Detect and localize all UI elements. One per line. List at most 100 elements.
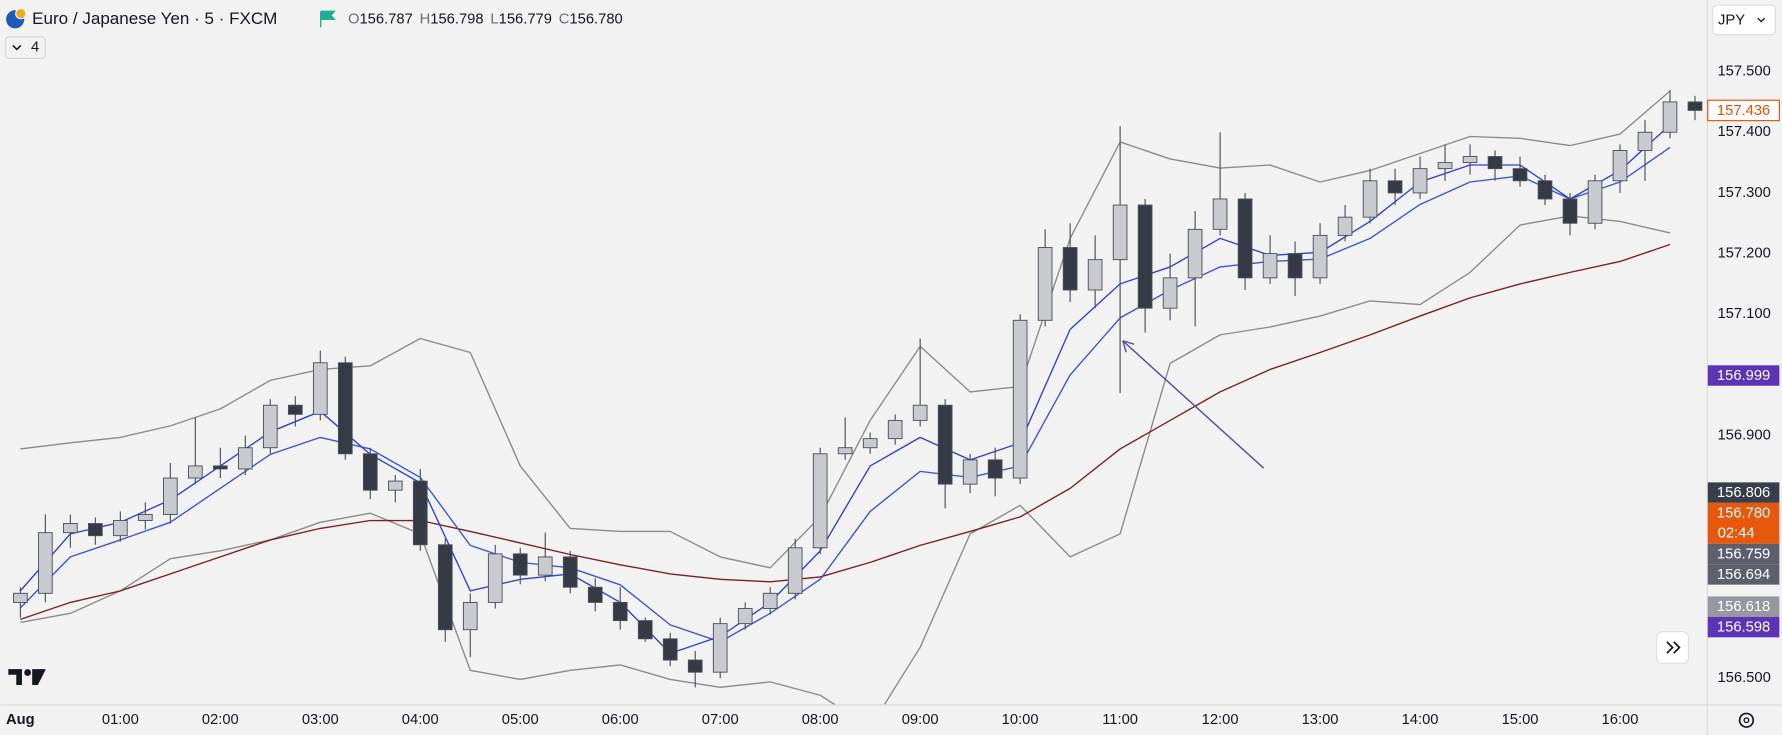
symbol-icon[interactable] [6,7,27,29]
candle-body [937,404,953,485]
candle-body [612,601,628,622]
candle-body [113,520,128,537]
x-tick-label: 08:00 [802,712,839,728]
indicator-toggle[interactable]: 4 [4,36,46,60]
candle-body [737,608,753,625]
candle-body [1512,168,1528,182]
plot-area [13,89,1703,705]
candle-body [88,523,103,537]
legend-key: L [490,11,498,27]
candle-body [1412,168,1428,194]
x-tick-label: 03:00 [302,712,339,728]
candle-body [687,659,703,673]
price-label [1707,99,1780,122]
candle-body [487,553,503,603]
candle-body [1462,156,1478,164]
candle-body [662,638,678,661]
annotation-arrow [1122,340,1265,469]
x-tick-label: 16:00 [1602,712,1639,728]
candle-body [637,620,653,640]
candle-body [1362,180,1378,218]
candle-body [1112,204,1128,261]
indicator-count: 4 [31,40,39,56]
legend-value: 156.787 [359,11,412,27]
x-tick-label: 11:00 [1102,712,1138,728]
x-tick-label: 10:00 [1002,712,1039,728]
price-label-text: 156.806 [1717,485,1770,501]
indicator-line [20,90,1671,569]
y-tick-label: 156.500 [1717,670,1770,686]
x-tick-label: 05:00 [502,712,539,728]
price-label-text: 156.618 [1717,599,1770,615]
candle-body [1337,216,1353,236]
x-tick-label: 07:00 [702,712,739,728]
indicator-line [19,146,1671,643]
y-tick-label: 157.500 [1717,63,1770,79]
x-tick-label: 09:00 [902,712,939,728]
candle-body [1387,180,1403,194]
candle-body [63,523,78,534]
candle-body [712,623,728,673]
legend-key: O [348,11,359,27]
legend-key: C [559,11,570,27]
settings-button[interactable] [1738,712,1755,728]
candle-body [1637,131,1653,151]
candle-body [1537,180,1553,200]
candle-body [237,447,253,470]
candle-body [362,453,378,491]
candle-body [262,404,278,449]
x-tick-label: 15:00 [1502,712,1539,728]
candle-body [1612,149,1628,182]
x-tick-label: 02:00 [202,712,239,728]
currency-select[interactable]: JPY [1712,4,1776,36]
candle-body [537,556,553,576]
candle-body [437,544,453,631]
candle-body [1287,253,1303,279]
indicator-line [20,243,1671,621]
candle-body [887,419,903,440]
candle-body [862,438,878,449]
legend-value: 156.779 [499,11,552,27]
candle-body [387,480,403,491]
legend-key: H [420,11,431,27]
candle-body [138,513,153,521]
candle-body [187,465,203,479]
candle-body [962,459,978,485]
price-label [1707,365,1780,386]
candle-body [1437,162,1453,170]
candle-body [462,601,478,631]
candle-body [312,362,328,415]
candle-body [1187,228,1203,279]
price-label [1707,564,1780,585]
x-tick-label: 13:00 [1302,712,1339,728]
candle-body [1162,277,1178,309]
candle-body [1087,259,1103,291]
price-label [1707,616,1780,638]
candle-body [1037,247,1053,321]
candle-body [1312,234,1328,279]
scroll-button[interactable] [1656,631,1690,664]
price-label-text: 157.436 [1717,103,1770,119]
candle-body [13,592,28,603]
candle-body [1137,204,1153,309]
candle-body [587,586,603,603]
candle-body [412,480,428,546]
candle-body [1237,198,1253,279]
candle-body [287,404,303,415]
candle-body [762,592,778,609]
x-tick-label: 12:00 [1202,712,1239,728]
candle-body [1687,101,1703,111]
candle-body [837,447,853,455]
candle-body [562,556,578,588]
candle-body [1487,156,1503,170]
candle-body [1662,101,1678,133]
x-tick-label: 06:00 [602,712,639,728]
symbol-title[interactable]: Euro / Japanese Yen · 5 · FXCM [32,9,277,28]
price-label-text: 156.598 [1717,620,1770,636]
x-tick-label: 04:00 [402,712,439,728]
candle-body [1012,319,1028,479]
candle-body [787,547,803,594]
candle-body [1212,198,1228,230]
